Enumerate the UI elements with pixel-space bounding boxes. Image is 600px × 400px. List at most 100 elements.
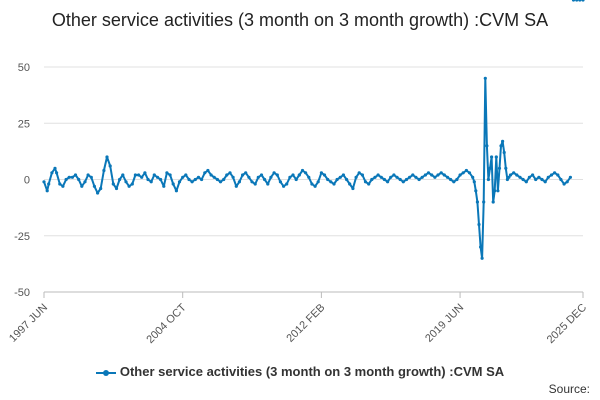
data-point [449,177,453,182]
data-point [543,180,547,184]
data-point [203,171,207,175]
source-label: Source: [548,382,590,396]
data-point [389,175,393,179]
data-point [61,184,65,188]
legend: Other service activities (3 month on 3 m… [0,364,600,379]
y-tick-label: 0 [24,175,30,187]
data-point [458,173,462,177]
data-point [250,180,254,184]
data-point [332,182,336,186]
x-tick-label: 2004 OCT [144,301,189,346]
data-point [225,173,229,177]
data-point [357,171,361,175]
data-point [417,177,421,182]
data-point [96,191,100,195]
y-tick-label: -50 [14,287,30,299]
data-point [546,175,550,179]
data-point [398,177,402,182]
data-point [165,171,169,175]
data-point [452,180,456,184]
data-point [209,173,213,177]
x-tick-label: 2019 JUN [423,302,466,345]
data-point [475,200,479,204]
data-point [404,177,409,182]
data-point [99,186,103,191]
data-point [540,177,544,182]
data-point [234,184,238,188]
data-point [527,175,532,179]
data-point [508,173,513,177]
data-point [568,175,573,179]
data-point [329,180,333,184]
data-point [479,245,483,249]
data-point [571,0,576,2]
data-point [58,182,62,186]
data-point [499,144,503,148]
data-point [294,177,298,182]
data-point [105,155,109,159]
data-point [494,155,498,159]
data-point [461,171,465,175]
data-point [143,171,147,175]
data-point [45,189,49,193]
data-point [549,173,554,177]
data-point [578,0,582,2]
data-point [376,173,380,177]
data-point [367,182,371,186]
data-point [127,184,131,188]
data-point [108,164,112,168]
data-point [307,175,311,179]
data-point [379,175,383,179]
data-point [231,175,235,179]
data-point [467,171,472,175]
data-point [140,175,144,179]
data-point [171,182,175,186]
data-point [146,177,150,182]
data-point [133,173,137,177]
data-point [491,200,495,204]
data-point [488,166,492,170]
data-point [455,177,459,182]
data-point [507,175,511,179]
data-point [215,177,219,182]
x-axis: 1997 JUN 2004 OCT 2012 FEB 2019 JUN 2025 DEC [7,291,589,346]
data-point [553,171,557,175]
data-point [482,200,486,204]
data-point [504,166,508,170]
data-point [423,173,427,177]
data-point [345,177,349,182]
data-point [559,177,563,182]
data-point [341,173,345,177]
data-point [370,177,374,182]
data-point [433,175,437,179]
data-point [187,177,191,182]
data-point [439,171,443,175]
data-point [263,177,267,182]
data-point [445,175,450,179]
data-point [222,177,226,182]
data-point [497,166,502,170]
data-point [256,175,260,179]
data-point [89,175,93,179]
data-point [272,171,276,175]
legend-label: Other service activities (3 month on 3 m… [119,364,505,379]
x-tick-label: 2012 FEB [284,302,327,345]
data-point [212,175,216,179]
data-point [124,180,128,184]
data-point [477,222,481,227]
data-point [155,175,160,179]
y-tick-label: -25 [14,231,30,243]
legend-marker [95,368,116,378]
data-point [420,175,424,179]
y-tick-label: 25 [18,118,30,130]
data-point [310,182,314,186]
data-point [316,180,320,184]
data-point [464,168,468,173]
data-point [426,171,431,175]
data-point [193,177,197,182]
data-point [70,175,74,179]
data-point [118,177,122,182]
data-point [411,173,415,177]
data-point [159,177,163,182]
data-point [266,182,270,186]
